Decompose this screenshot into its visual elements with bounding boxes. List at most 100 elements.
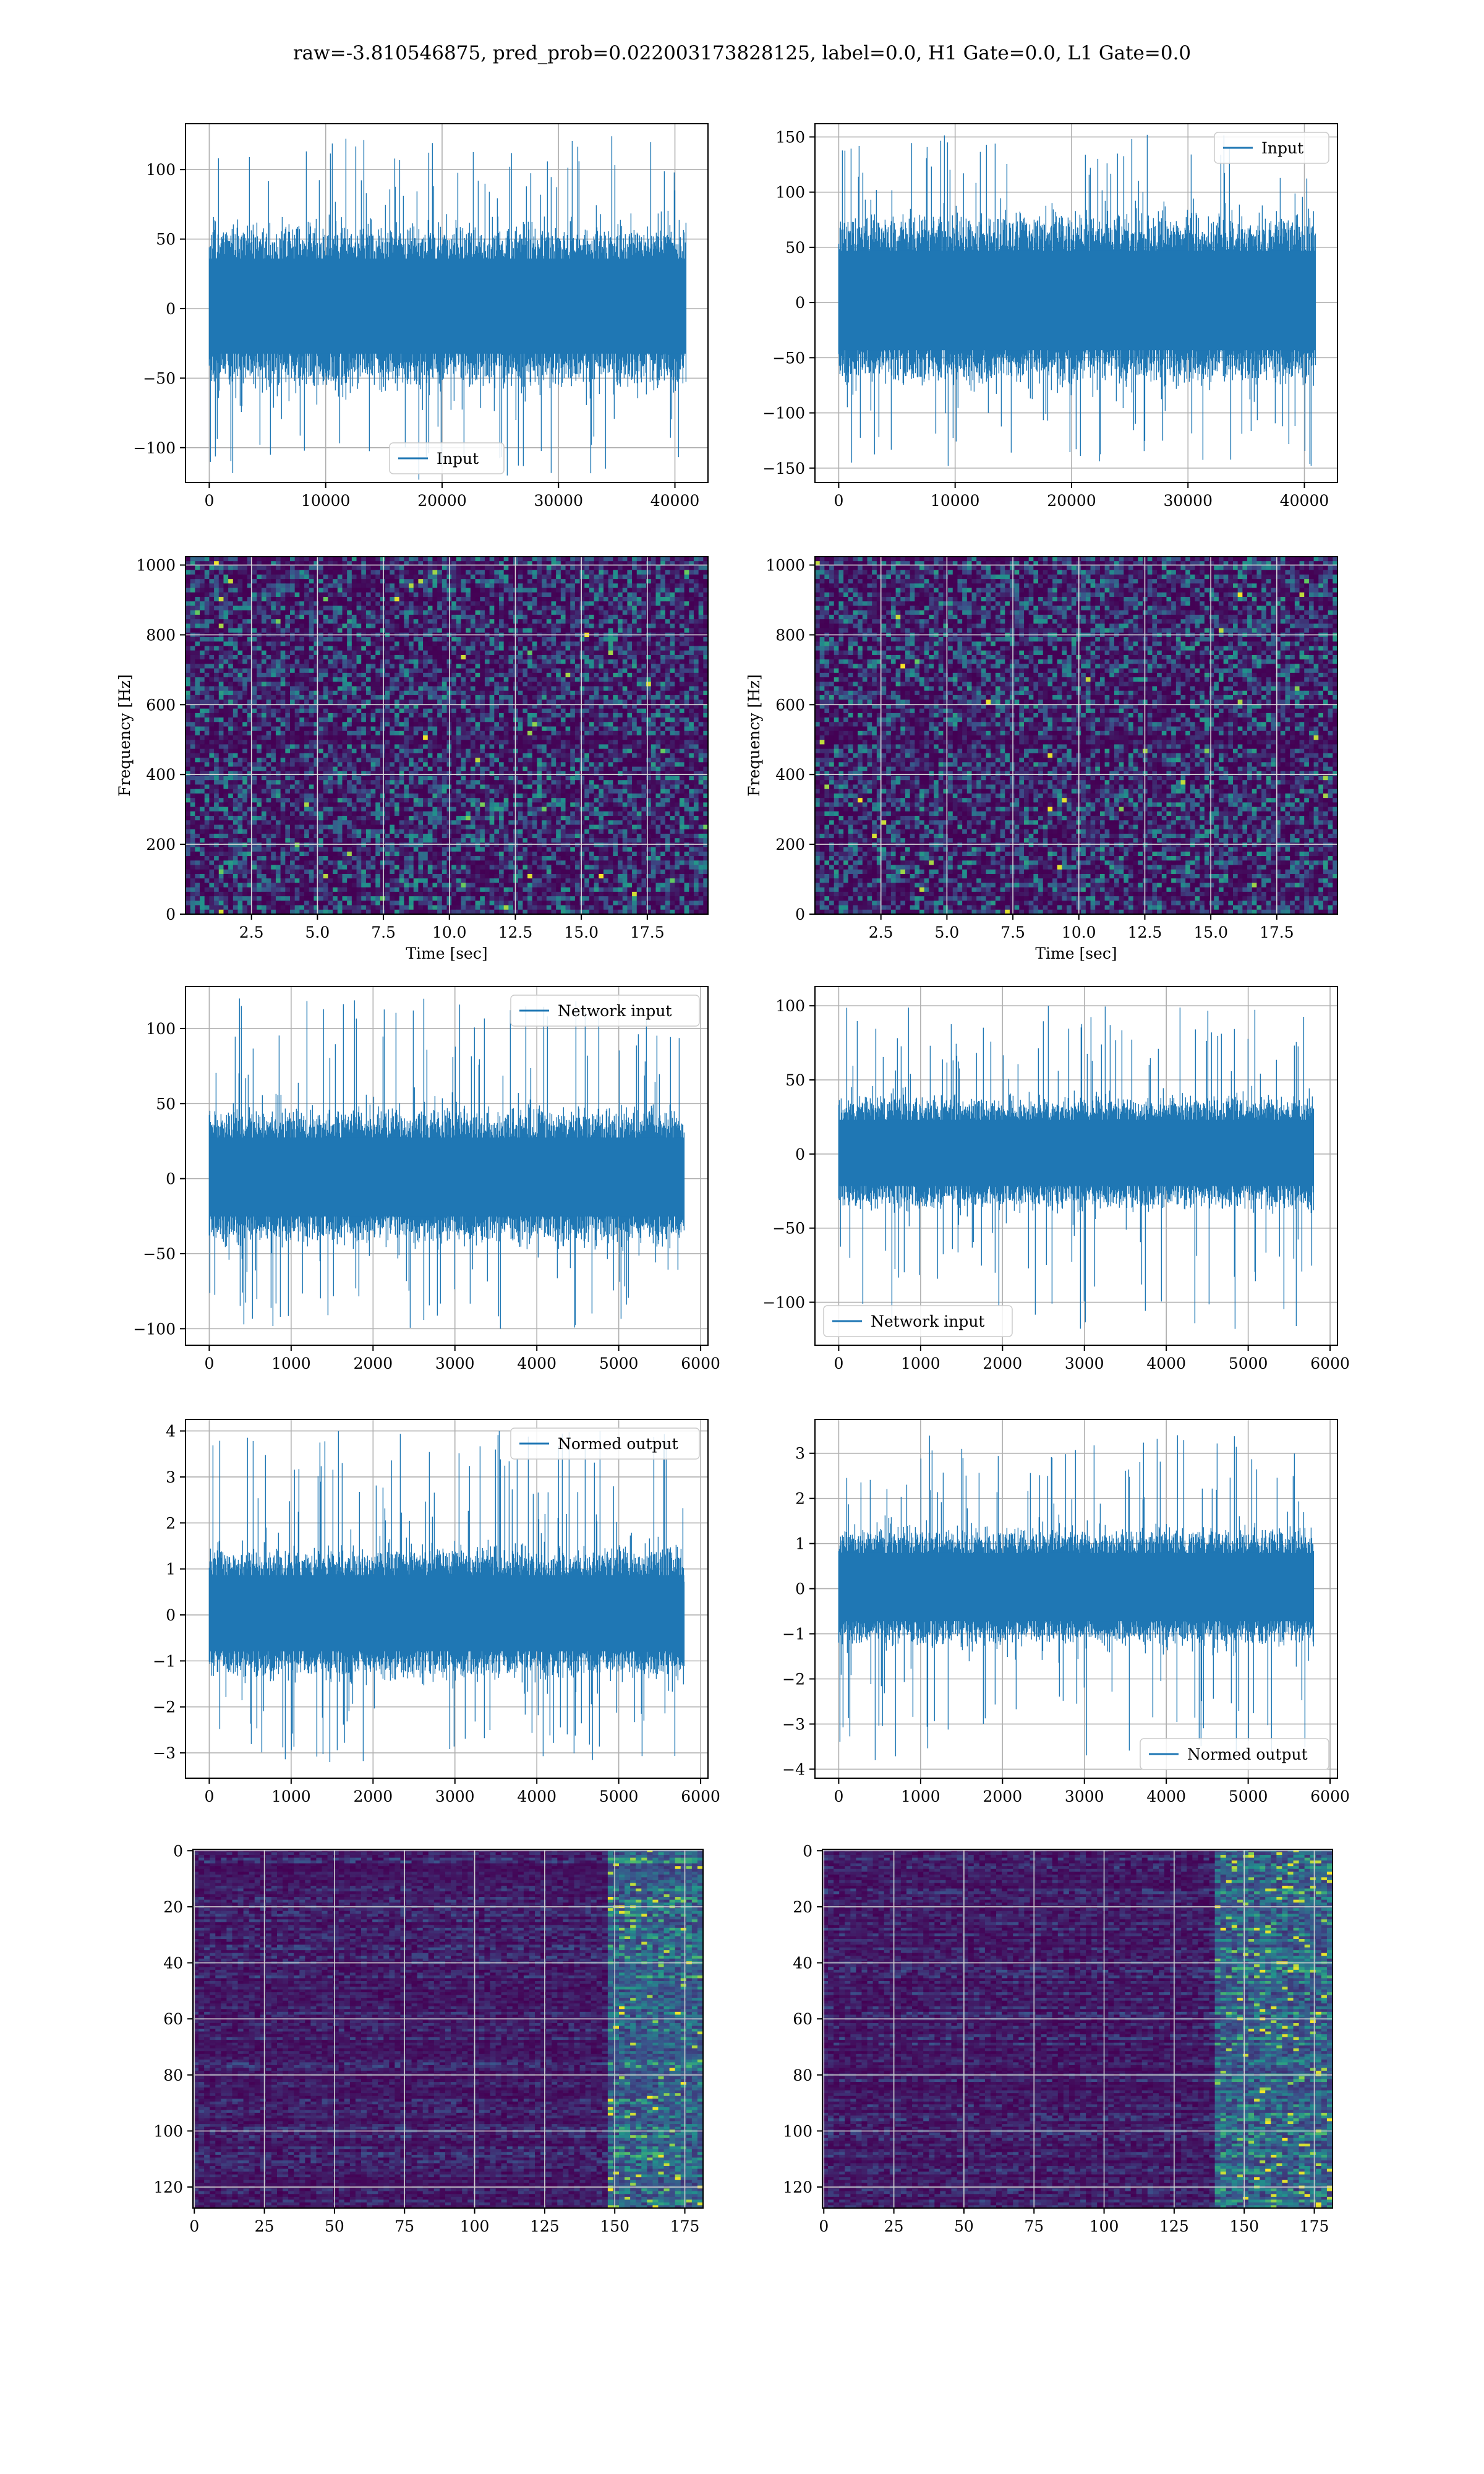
spectrogram-cell [546, 690, 552, 696]
spectrogram-cell [266, 557, 271, 562]
spectrogram-cell [299, 740, 305, 745]
series-dense-band [838, 250, 1316, 351]
spectrogram-cell [556, 700, 561, 705]
spectrogram-cell [650, 574, 657, 580]
spectrogram-cell [328, 654, 333, 660]
spectrogram-cell [223, 704, 229, 709]
spectrogram-cell [365, 704, 372, 709]
spectrogram-cell [257, 744, 262, 750]
spectrogram-cell [489, 583, 495, 589]
spectrogram-cell [304, 570, 310, 575]
spectrogram-cell [574, 565, 581, 571]
spectrogram-cell [441, 704, 448, 709]
spectrogram-cell [475, 570, 480, 575]
spectrogram-cell [323, 561, 329, 567]
spectrogram-cell [304, 601, 310, 607]
spectrogram-cell [693, 623, 699, 629]
spectrogram-cell [186, 700, 191, 705]
spectrogram-cell [466, 597, 471, 602]
spectrogram-cell [204, 682, 210, 687]
spectrogram-cell [574, 650, 581, 656]
spectrogram-cell [632, 713, 638, 718]
spectrogram-cell [328, 570, 333, 575]
spectrogram-cell [508, 700, 514, 705]
spectrogram-cell [390, 740, 395, 745]
spectrogram-cell [542, 717, 547, 722]
spectrogram-cell [323, 753, 329, 758]
spectrogram-cell [437, 704, 443, 709]
spectrogram-cell [361, 677, 367, 682]
spectrogram-cell [589, 565, 595, 571]
spectrogram-cell [641, 664, 647, 669]
spectrogram-cell [480, 659, 485, 664]
spectrogram-cell [394, 557, 400, 562]
spectrogram-cell [266, 695, 271, 700]
spectrogram-cell [494, 574, 500, 580]
spectrogram-cell [499, 650, 505, 656]
spectrogram-cell [527, 583, 533, 589]
spectrogram-cell [618, 690, 623, 696]
spectrogram-cell [365, 592, 372, 597]
spectrogram-cell [470, 561, 476, 567]
spectrogram-cell [409, 610, 414, 615]
spectrogram-cell [223, 722, 229, 727]
spectrogram-cell [271, 686, 276, 691]
spectrogram-cell [689, 579, 694, 584]
spectrogram-cell [399, 583, 404, 589]
spectrogram-cell [665, 606, 671, 611]
spectrogram-cell [252, 614, 257, 620]
spectrogram-cell [660, 664, 666, 669]
spectrogram-cell [461, 583, 466, 589]
spectrogram-cell [703, 672, 709, 678]
spectrogram-cell [532, 664, 538, 669]
spectrogram-cell [186, 614, 191, 620]
spectrogram-cell [579, 748, 585, 754]
spectrogram-cell [186, 619, 191, 624]
spectrogram-cell [437, 659, 443, 664]
spectrogram-cell [679, 735, 685, 740]
spectrogram-cell [475, 646, 480, 651]
spectrogram-cell [290, 597, 296, 602]
spectrogram-cell [518, 717, 524, 722]
spectrogram-cell [409, 570, 414, 575]
spectrogram-cell [413, 610, 419, 615]
spectrogram-cell [599, 726, 604, 732]
spectrogram-cell [186, 610, 191, 615]
spectrogram-cell [466, 664, 471, 669]
spectrogram-cell [285, 628, 291, 633]
spectrogram-cell [480, 570, 485, 575]
spectrogram-cell [665, 730, 671, 736]
spectrogram-cell [204, 659, 210, 664]
spectrogram-cell [257, 579, 262, 584]
spectrogram-cell [351, 700, 357, 705]
spectrogram-cell [508, 677, 514, 682]
spectrogram-cell [570, 641, 576, 647]
spectrogram-cell [257, 726, 262, 732]
spectrogram-cell [641, 614, 647, 620]
spectrogram-cell [237, 579, 243, 584]
spectrogram-cell [323, 713, 329, 718]
spectrogram-cell [646, 601, 652, 607]
spectrogram-cell [318, 601, 324, 607]
spectrogram-cell [313, 708, 319, 714]
spectrogram-cell [204, 614, 210, 620]
spectrogram-cell [304, 735, 310, 740]
spectrogram-cell [204, 713, 210, 718]
spectrogram-cell [418, 722, 424, 727]
spectrogram-cell [641, 695, 647, 700]
spectrogram-cell [427, 744, 433, 750]
spectrogram-cell [418, 592, 424, 597]
spectrogram-cell [532, 614, 538, 620]
spectrogram-cell [613, 592, 618, 597]
spectrogram-cell [499, 708, 505, 714]
spectrogram-cell [650, 722, 657, 727]
spectrogram-cell [223, 606, 229, 611]
spectrogram-cell [475, 704, 480, 709]
spectrogram-cell [200, 574, 205, 580]
spectrogram-cell [574, 610, 581, 615]
spectrogram-cell [218, 708, 224, 714]
spectrogram-cell [608, 601, 613, 607]
spectrogram-cell [313, 672, 319, 678]
spectrogram-cell [689, 717, 694, 722]
spectrogram-cell [385, 628, 390, 633]
